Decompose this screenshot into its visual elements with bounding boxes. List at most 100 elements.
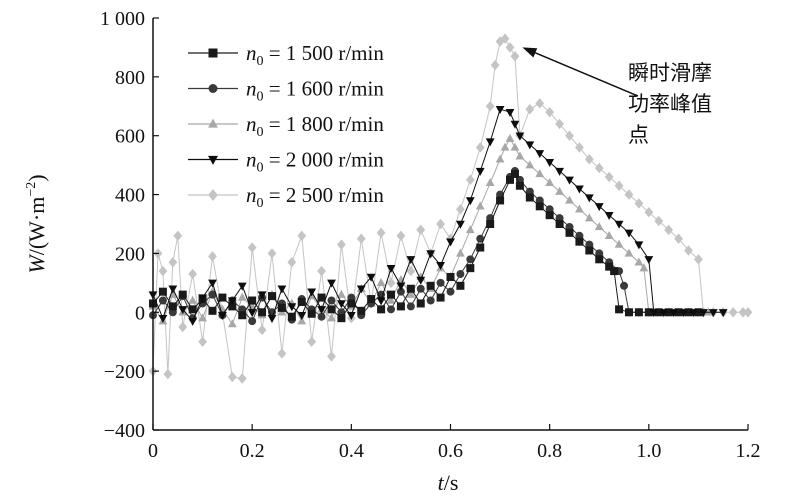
data-point (525, 104, 535, 115)
data-point (416, 284, 425, 293)
data-point (436, 278, 445, 287)
legend-entry: n0 = 2 000 r/min (246, 148, 384, 176)
data-point (227, 371, 237, 383)
data-point (188, 268, 198, 280)
data-point (228, 302, 237, 311)
legend-rest: = 1 800 r/min (264, 112, 385, 136)
data-point (287, 257, 297, 268)
data-point (510, 169, 519, 178)
data-point (679, 309, 688, 318)
data-point (188, 305, 197, 314)
data-point (277, 303, 286, 312)
data-point (575, 185, 584, 194)
data-point (485, 178, 495, 186)
legend-entry: n0 = 1 800 r/min (246, 112, 384, 140)
data-point (178, 321, 188, 333)
data-point (465, 174, 475, 186)
data-point (565, 176, 574, 185)
data-point (208, 290, 217, 299)
data-point (386, 264, 396, 273)
data-point (625, 308, 633, 317)
data-point (476, 234, 485, 243)
data-point (188, 295, 198, 304)
data-point (238, 311, 247, 320)
data-point (387, 290, 395, 299)
data-point (357, 306, 366, 315)
x-axis-label: t/s (438, 470, 459, 495)
y-tick-label: −400 (104, 420, 145, 442)
data-point (456, 281, 465, 290)
legend-sub: 0 (257, 196, 264, 211)
data-point (698, 309, 708, 318)
data-point (416, 276, 426, 285)
data-point (466, 264, 475, 273)
data-point (654, 215, 664, 227)
data-point (446, 272, 455, 281)
data-point (376, 227, 386, 239)
data-point (396, 287, 405, 296)
data-point (490, 59, 500, 71)
annotation-line-2: 功率峰值 (628, 92, 712, 116)
data-point (346, 312, 356, 321)
data-point (485, 138, 495, 147)
data-point (247, 309, 257, 318)
data-point (307, 336, 317, 347)
data-point (614, 239, 624, 248)
data-point (694, 254, 703, 265)
y-axis-close: ) (24, 174, 49, 181)
data-point (367, 295, 376, 304)
data-point (535, 150, 545, 159)
y-tick-label: 200 (115, 243, 145, 265)
data-point (634, 241, 644, 250)
data-point (525, 193, 534, 202)
data-point (615, 305, 624, 314)
data-point (476, 243, 485, 252)
data-point (168, 302, 177, 311)
data-point (634, 308, 643, 317)
data-point (218, 293, 227, 302)
data-point (500, 33, 510, 44)
data-point (506, 175, 514, 184)
data-point (708, 309, 718, 318)
data-point (475, 142, 485, 153)
data-point (406, 302, 415, 311)
data-point (257, 291, 267, 300)
data-point (535, 98, 545, 109)
data-point (605, 262, 614, 271)
legend-sub: 0 (257, 125, 264, 140)
data-point (158, 287, 167, 296)
x-tick-label: 1.0 (636, 440, 661, 462)
data-point (416, 224, 426, 236)
data-point (347, 299, 356, 308)
data-point (659, 309, 669, 318)
data-point (436, 262, 445, 270)
data-point (158, 265, 168, 277)
data-point (426, 281, 435, 290)
data-point (446, 238, 455, 247)
data-point (158, 314, 168, 323)
data-point (307, 288, 317, 297)
legend-var: n (246, 77, 257, 101)
data-point (604, 171, 614, 183)
data-point (327, 296, 336, 305)
data-point (525, 160, 535, 169)
legend-entry: n0 = 2 500 r/min (246, 183, 384, 211)
data-point (248, 296, 257, 305)
data-point (575, 204, 584, 213)
data-point (317, 312, 326, 321)
data-point (337, 314, 346, 323)
data-point (743, 307, 753, 318)
data-point (644, 207, 654, 218)
data-point (555, 186, 564, 195)
data-point (366, 273, 376, 282)
x-tick-label: 0.8 (537, 440, 562, 462)
data-point (614, 220, 624, 229)
legend-rest: = 2 500 r/min (264, 183, 385, 207)
data-point (515, 151, 525, 160)
data-point (456, 248, 465, 257)
data-point (620, 281, 629, 290)
series-3 (148, 106, 728, 326)
data-point (535, 169, 545, 178)
data-point (584, 194, 594, 203)
data-point (268, 292, 276, 301)
